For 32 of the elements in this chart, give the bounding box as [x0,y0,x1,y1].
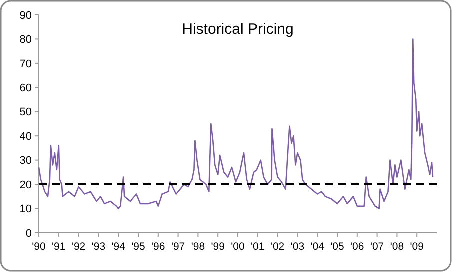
y-tick-label: 20 [20,179,32,192]
x-tick-label: '06 [350,241,364,253]
x-tick-label: '90 [32,241,46,253]
x-tick-label: '95 [132,241,146,253]
x-tick-label: '92 [72,241,86,253]
x-tick-label: '04 [310,241,325,253]
x-tick-label: '93 [92,241,106,253]
y-tick-label: 0 [26,228,32,240]
y-tick-label: 40 [20,130,32,143]
x-tick-label: '05 [330,241,344,253]
y-tick-label: 30 [20,155,32,168]
y-tick-label: 90 [20,10,32,22]
x-tick-label: '00 [231,241,245,253]
x-tick-label: '08 [390,241,404,253]
y-tick-label: 70 [20,58,32,70]
x-tick-label: '99 [211,241,226,253]
x-tick-label: '09 [410,241,424,253]
y-tick-label: 60 [20,82,32,95]
x-tick-label: '96 [152,241,166,253]
x-tick-label: '03 [290,241,305,253]
y-tick-label: 50 [20,106,32,119]
x-tick-label: '97 [171,241,186,253]
y-tick-label: 10 [20,204,32,216]
x-tick-label: '94 [112,241,126,253]
chart-title: Historical Pricing [182,21,294,38]
y-tick-label: 80 [20,34,32,46]
x-tick-label: '07 [370,241,384,253]
x-tick-label: '91 [52,241,66,253]
x-tick-label: '98 [191,241,206,253]
x-tick-label: '02 [270,241,285,253]
line-series [38,38,434,210]
x-tick-label: '01 [251,241,265,253]
